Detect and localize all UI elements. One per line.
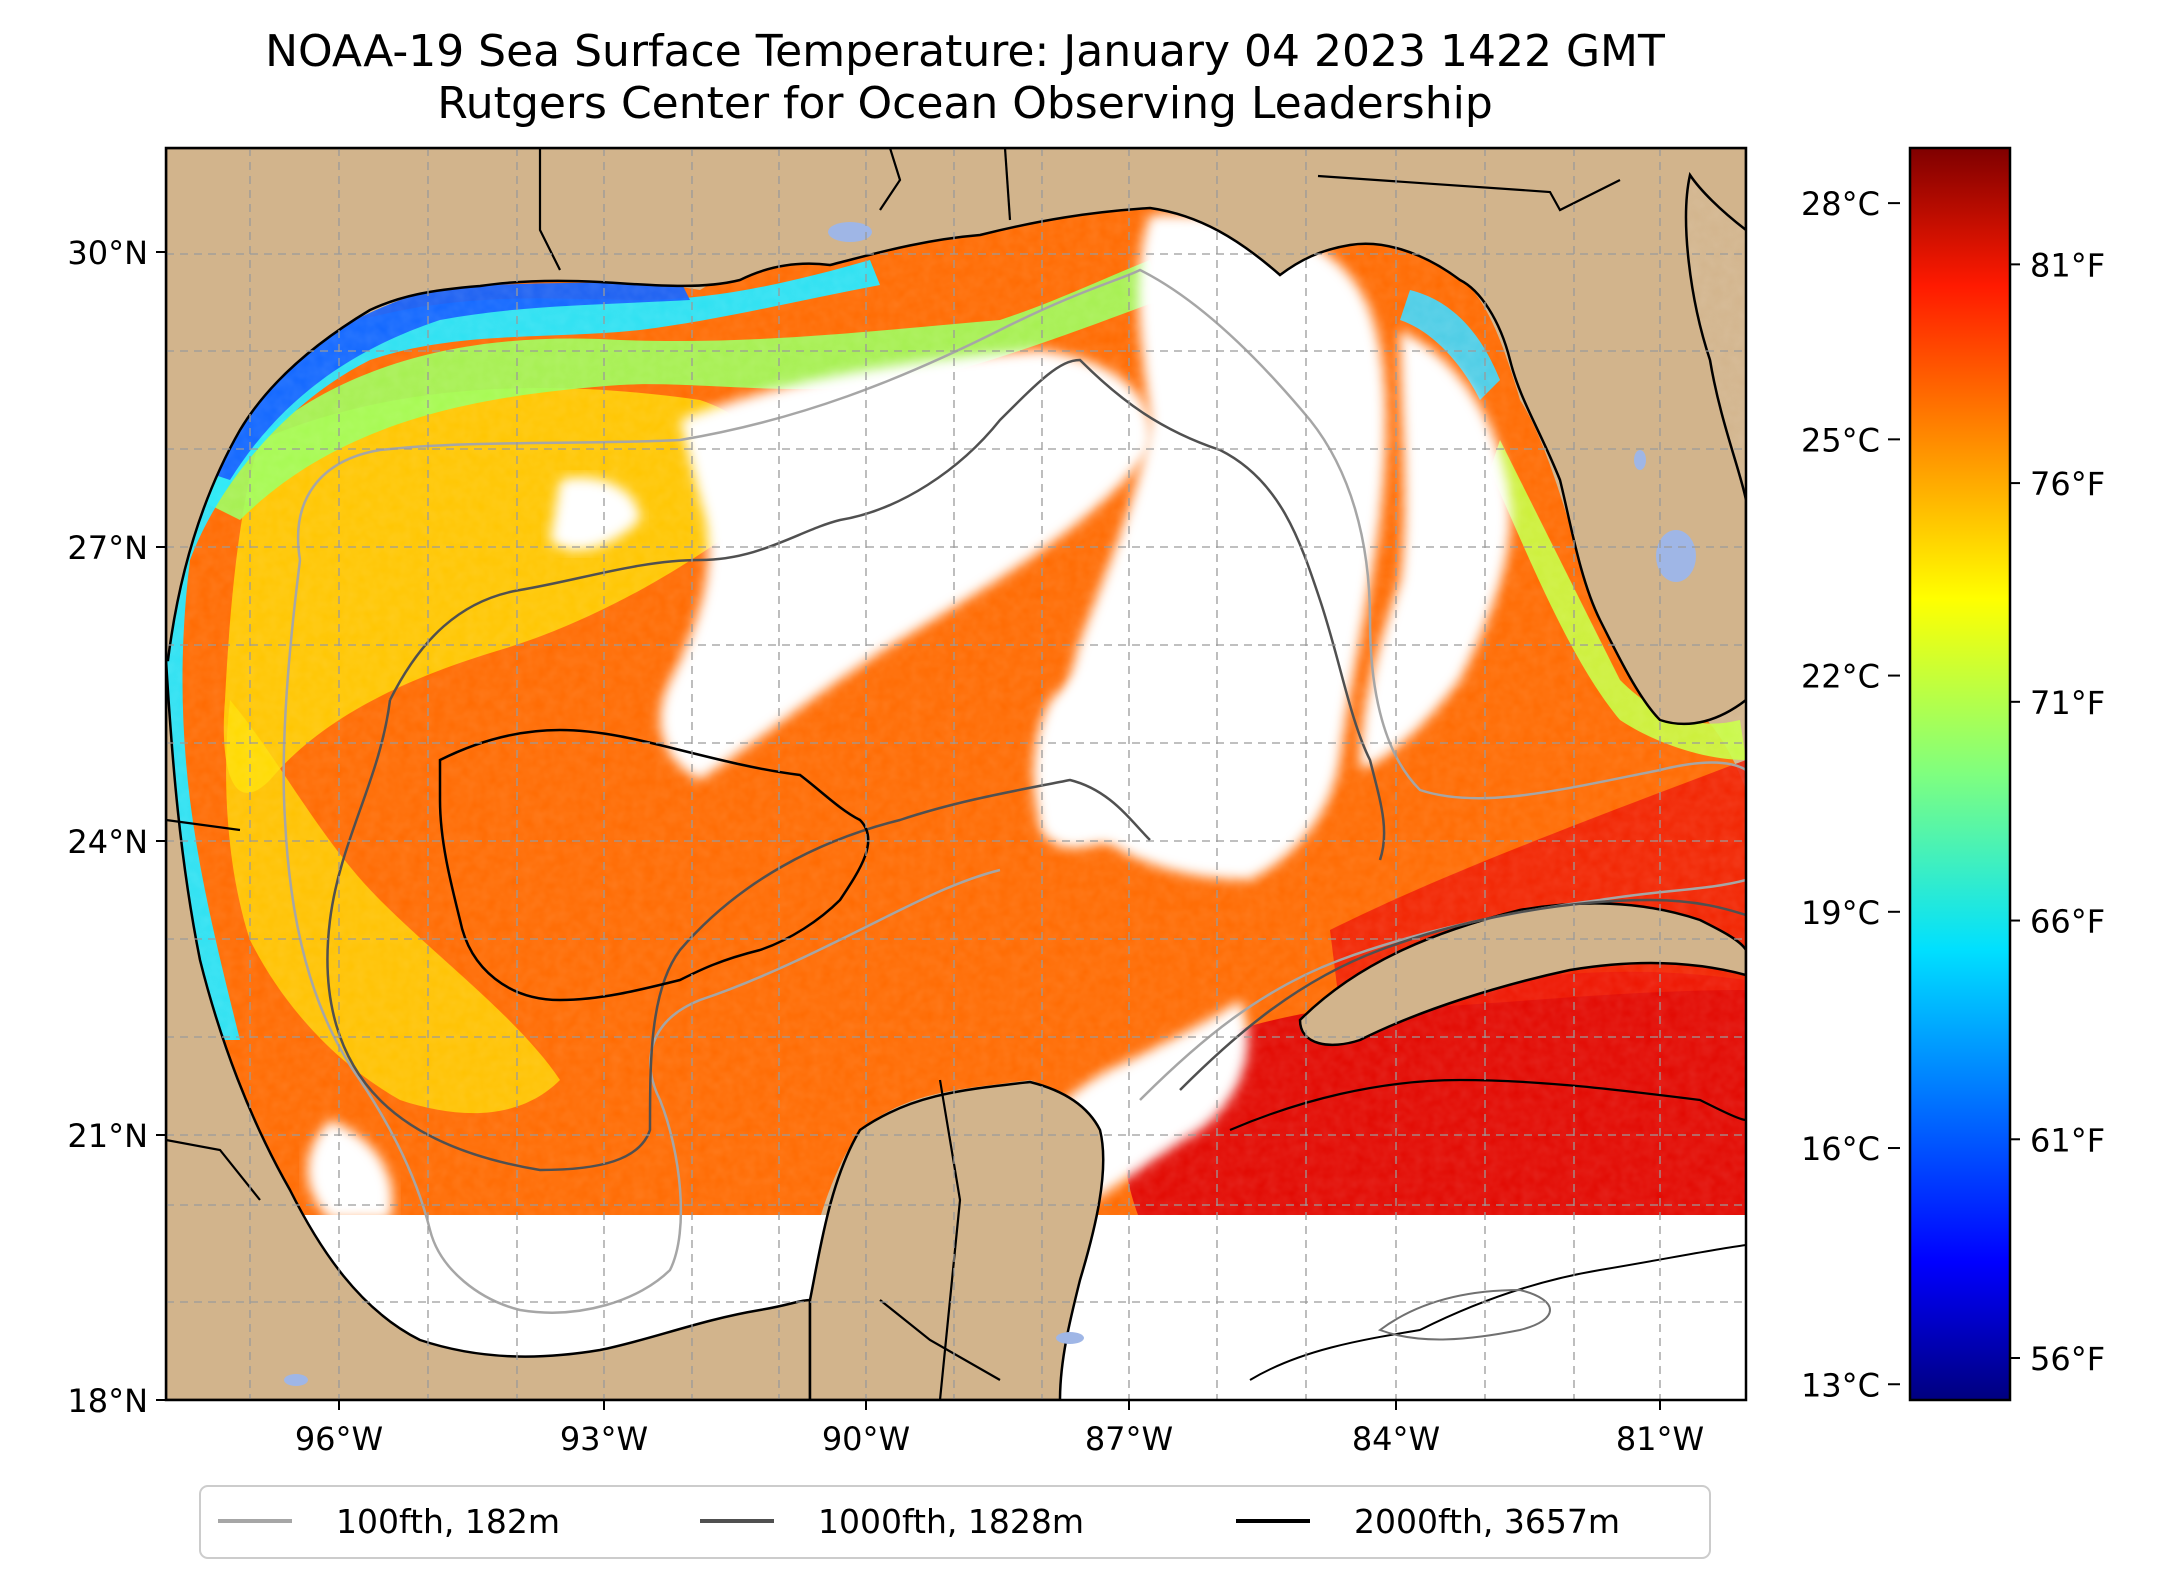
colorbar-fahrenheit-label: 66°F (2030, 903, 2105, 941)
lon-label-87w: 87°W (1085, 1420, 1173, 1458)
colorbar-celsius-label: 13°C (1801, 1366, 1880, 1404)
legend: 100fth, 182m 1000fth, 1828m 2000fth, 365… (199, 1485, 1711, 1559)
legend-label-1000fth: 1000fth, 1828m (818, 1502, 1084, 1541)
lon-label-96w: 96°W (295, 1420, 383, 1458)
lat-label-21n: 21°N (67, 1117, 148, 1155)
lat-label-18n: 18°N (67, 1382, 148, 1420)
colorbar-fahrenheit-label: 61°F (2030, 1121, 2105, 1159)
colorbar-celsius-label: 22°C (1801, 658, 1880, 696)
colorbar-fahrenheit-label: 76°F (2030, 465, 2105, 503)
map-area (166, 148, 1746, 1400)
lon-label-81w: 81°W (1616, 1420, 1704, 1458)
lon-label-84w: 84°W (1352, 1420, 1440, 1458)
colorbar-fahrenheit-axis: 81°F 76°F 71°F 66°F 61°F 56°F (2010, 246, 2105, 1378)
land-north-america (166, 148, 1746, 726)
colorbar-fahrenheit-label: 81°F (2030, 246, 2105, 284)
colorbar-celsius-label: 28°C (1801, 185, 1880, 223)
lat-label-24n: 24°N (67, 823, 148, 861)
land-mexico-west (166, 659, 812, 1400)
inland-water (284, 222, 1696, 1386)
bathymetry-contours (282, 268, 1746, 1381)
legend-box (199, 1485, 1711, 1559)
land-masses (166, 148, 1746, 1400)
legend-label-2000fth: 2000fth, 3657m (1354, 1502, 1620, 1541)
lat-label-30n: 30°N (67, 234, 148, 272)
colorbar-gradient (1908, 146, 2012, 1402)
latitude-axis: 30°N 27°N 24°N 21°N 18°N (67, 234, 166, 1420)
lon-label-90w: 90°W (822, 1420, 910, 1458)
longitude-axis: 96°W 93°W 90°W 87°W 84°W 81°W (295, 1400, 1704, 1458)
gridlines (166, 148, 1746, 1400)
contour-2000fth (438, 728, 870, 1002)
colorbar-celsius-label: 16°C (1801, 1130, 1880, 1168)
colorbar: 28°C 25°C 22°C 19°C 16°C 13°C 81°F 76°F 71°F 66°… (1801, 146, 2105, 1404)
contour-1000fth (388, 358, 1386, 861)
colorbar-fahrenheit-label: 56°F (2030, 1340, 2105, 1378)
map-title: NOAA-19 Sea Surface Temperature: January… (265, 26, 1665, 77)
borders (166, 148, 1621, 1400)
colorbar-celsius-axis: 28°C 25°C 22°C 19°C 16°C 13°C (1801, 185, 1900, 1404)
lat-label-27n: 27°N (67, 529, 148, 567)
colorbar-celsius-label: 25°C (1801, 421, 1880, 459)
colorbar-fahrenheit-label: 71°F (2030, 684, 2105, 722)
map-subtitle: Rutgers Center for Ocean Observing Leade… (437, 78, 1493, 129)
map-frame (164, 146, 1748, 1402)
legend-label-100fth: 100fth, 182m (336, 1502, 560, 1541)
colorbar-celsius-label: 19°C (1801, 894, 1880, 932)
lon-label-93w: 93°W (560, 1420, 648, 1458)
contour-100fth (296, 268, 1746, 800)
